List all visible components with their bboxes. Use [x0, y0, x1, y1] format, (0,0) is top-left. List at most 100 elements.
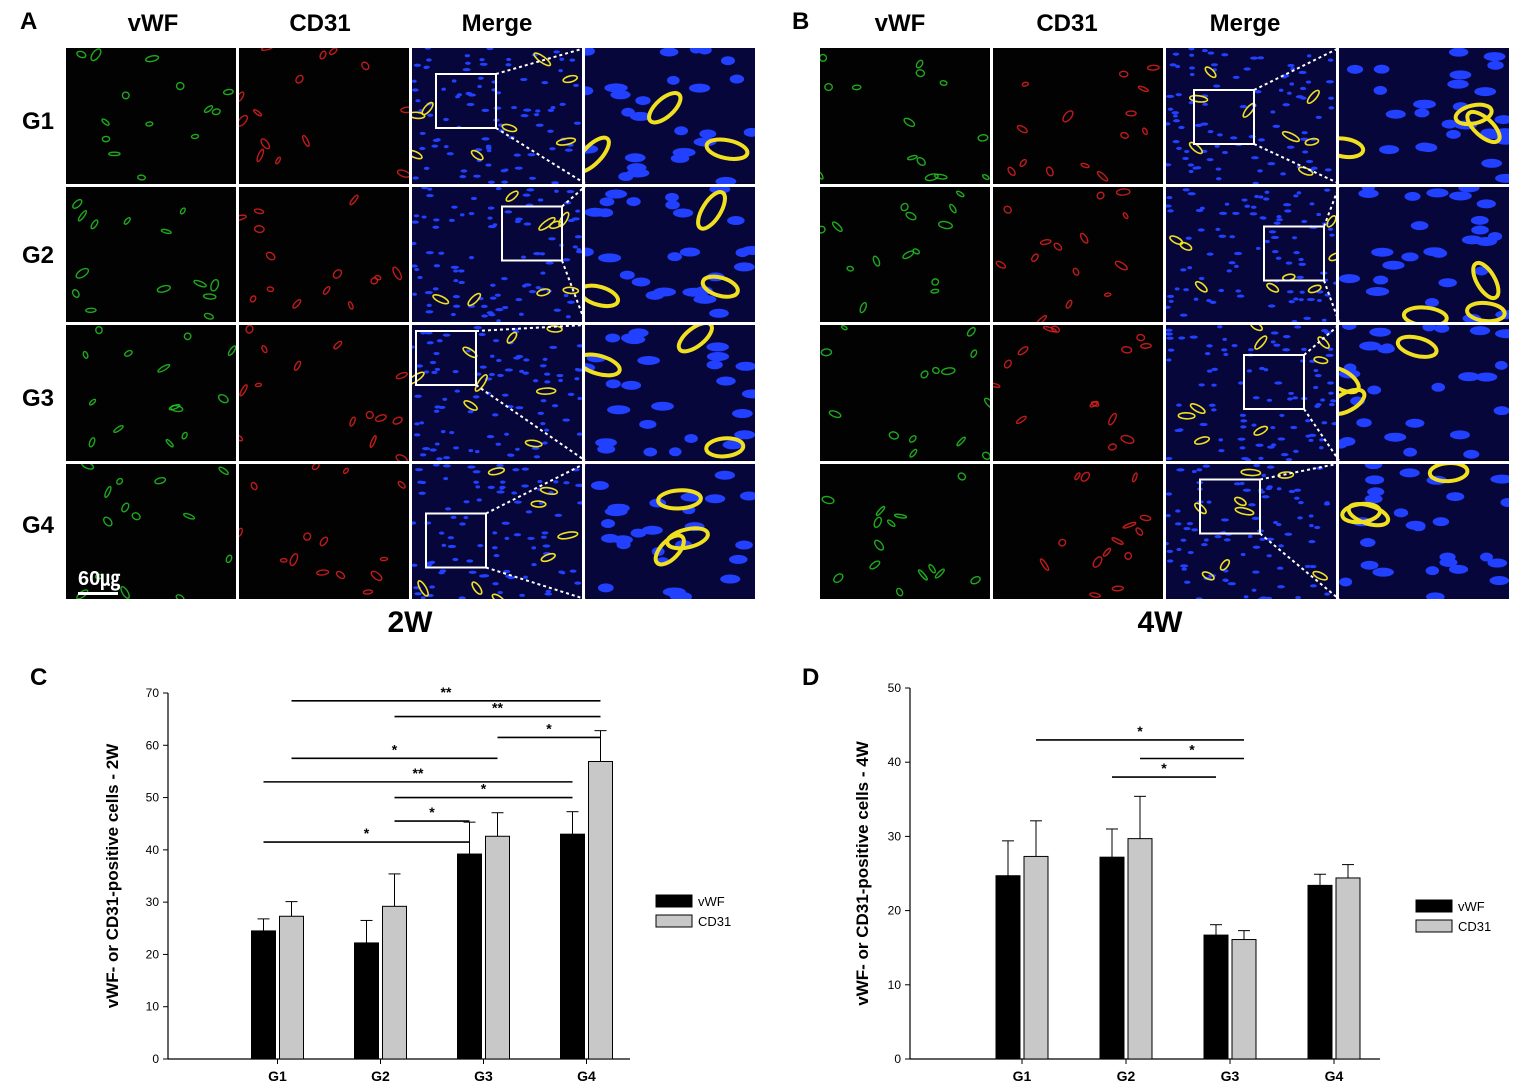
nucleus-mark — [1324, 168, 1332, 172]
nucleus-mark — [479, 62, 488, 66]
nucleus-mark — [716, 376, 736, 386]
vessel-mark — [76, 588, 89, 599]
vessel-mark — [265, 251, 276, 261]
nucleus-mark — [1240, 425, 1247, 429]
micrograph-4w-tile-g3-vwf-image — [820, 325, 990, 461]
vessel-mark — [88, 398, 97, 406]
nucleus-mark — [1251, 156, 1259, 160]
nucleus-mark — [1243, 67, 1251, 71]
scale-bar: 60㎍ — [78, 562, 120, 595]
micrograph-4w-tile-g3-cd31 — [993, 325, 1163, 461]
nucleus-mark — [1195, 596, 1203, 599]
nucleus-mark — [1194, 166, 1202, 170]
nucleus-mark — [412, 176, 419, 180]
vessel-mark — [392, 266, 403, 280]
nucleus-mark — [493, 106, 502, 110]
nucleus-mark — [566, 189, 575, 193]
vessel-mark — [239, 213, 247, 221]
vessel-mark — [1189, 403, 1206, 415]
panel-label-c: C — [30, 664, 48, 691]
nucleus-mark — [1215, 177, 1222, 181]
nucleus-mark — [607, 405, 631, 415]
vessel-mark — [275, 156, 282, 165]
nucleus-mark — [1293, 496, 1300, 500]
column-header-cd31-b: CD31 — [1036, 10, 1098, 37]
nucleus-mark — [1476, 198, 1496, 208]
nucleus-mark — [492, 222, 498, 226]
nucleus-mark — [1293, 449, 1299, 453]
vessel-mark — [833, 572, 844, 583]
nucleus-mark — [1238, 381, 1244, 385]
vessel-mark — [77, 209, 88, 222]
scale-bar-label: 60㎍ — [78, 568, 121, 590]
micrograph-2w-tile-g4-merge — [412, 463, 582, 599]
nucleus-mark — [491, 88, 497, 92]
nucleus-mark — [491, 80, 498, 84]
nucleus-mark — [1176, 467, 1185, 471]
nucleus-mark — [562, 257, 571, 261]
nucleus-mark — [1273, 520, 1279, 524]
micrograph-4w-tile-g4-cd31 — [993, 463, 1163, 599]
nucleus-mark — [1214, 534, 1222, 538]
nucleus-mark — [1319, 438, 1325, 442]
nucleus-mark — [1314, 525, 1321, 529]
nucleus-mark — [1181, 566, 1187, 571]
micrograph-4w-tile-g2-vwf — [820, 186, 990, 322]
vessel-mark — [1125, 110, 1137, 117]
nucleus-mark — [560, 570, 566, 574]
nucleus-mark — [479, 365, 487, 369]
nucleus-mark — [519, 369, 525, 373]
micrograph-4w-tile-g1-vwf — [820, 48, 990, 184]
micrograph-4w-tile-g2-cd31-image — [995, 187, 1131, 322]
nucleus-mark — [1399, 467, 1420, 477]
nucleus-mark — [722, 440, 743, 450]
nucleus-mark — [1297, 515, 1303, 519]
nucleus-mark — [447, 544, 457, 548]
vessel-mark — [1401, 304, 1449, 322]
nucleus-mark — [1186, 521, 1194, 525]
vessel-mark — [211, 108, 221, 116]
bar-chart-2w: 0 10 20 30 40 50 60 70 vWF- or CD31-positive cel… — [103, 684, 731, 1084]
nucleus-mark — [714, 470, 736, 480]
micrograph-2w-tile-g1-zoom-image — [585, 48, 755, 184]
nucleus-mark — [1313, 368, 1319, 373]
chart-4w-y-axis-label: vWF- or CD31-positive cells - 4W — [853, 740, 872, 1005]
nucleus-mark — [513, 153, 521, 157]
nucleus-mark — [1422, 325, 1436, 332]
vessel-mark — [392, 416, 403, 425]
nucleus-mark — [433, 351, 440, 356]
nucleus-mark — [1289, 82, 1295, 86]
nucleus-mark — [1448, 48, 1469, 57]
nucleus-mark — [527, 153, 536, 157]
vessel-mark — [75, 267, 90, 279]
vessel-mark — [585, 352, 622, 378]
nucleus-mark — [425, 309, 434, 313]
nucleus-mark — [487, 485, 495, 489]
vessel-mark — [977, 134, 989, 142]
vessel-mark — [1204, 66, 1217, 79]
nucleus-mark — [427, 187, 433, 191]
nucleus-mark — [467, 93, 476, 97]
nucleus-mark — [527, 536, 535, 540]
chart-2w-x-tick-label: G3 — [474, 1068, 493, 1084]
vessel-mark — [1427, 463, 1470, 483]
nucleus-mark — [1243, 594, 1249, 598]
nucleus-mark — [735, 361, 755, 371]
nucleus-mark — [1320, 398, 1326, 402]
vessel-mark — [931, 277, 940, 286]
nucleus-mark — [473, 325, 482, 330]
vessel-mark — [949, 203, 957, 213]
nucleus-mark — [562, 418, 570, 422]
vessel-mark — [239, 91, 245, 103]
nucleus-mark — [1172, 52, 1180, 56]
nucleus-mark — [567, 392, 575, 396]
vessel-mark — [933, 173, 948, 180]
vessel-mark — [1254, 335, 1268, 350]
vessel-mark — [225, 554, 233, 563]
micrograph-2w-tile-g2-vwf — [66, 186, 236, 322]
nucleus-mark — [494, 293, 501, 297]
nucleus-mark — [531, 562, 537, 566]
nucleus-mark — [1218, 234, 1227, 238]
nucleus-mark — [1308, 224, 1314, 228]
nucleus-mark — [1166, 294, 1175, 298]
